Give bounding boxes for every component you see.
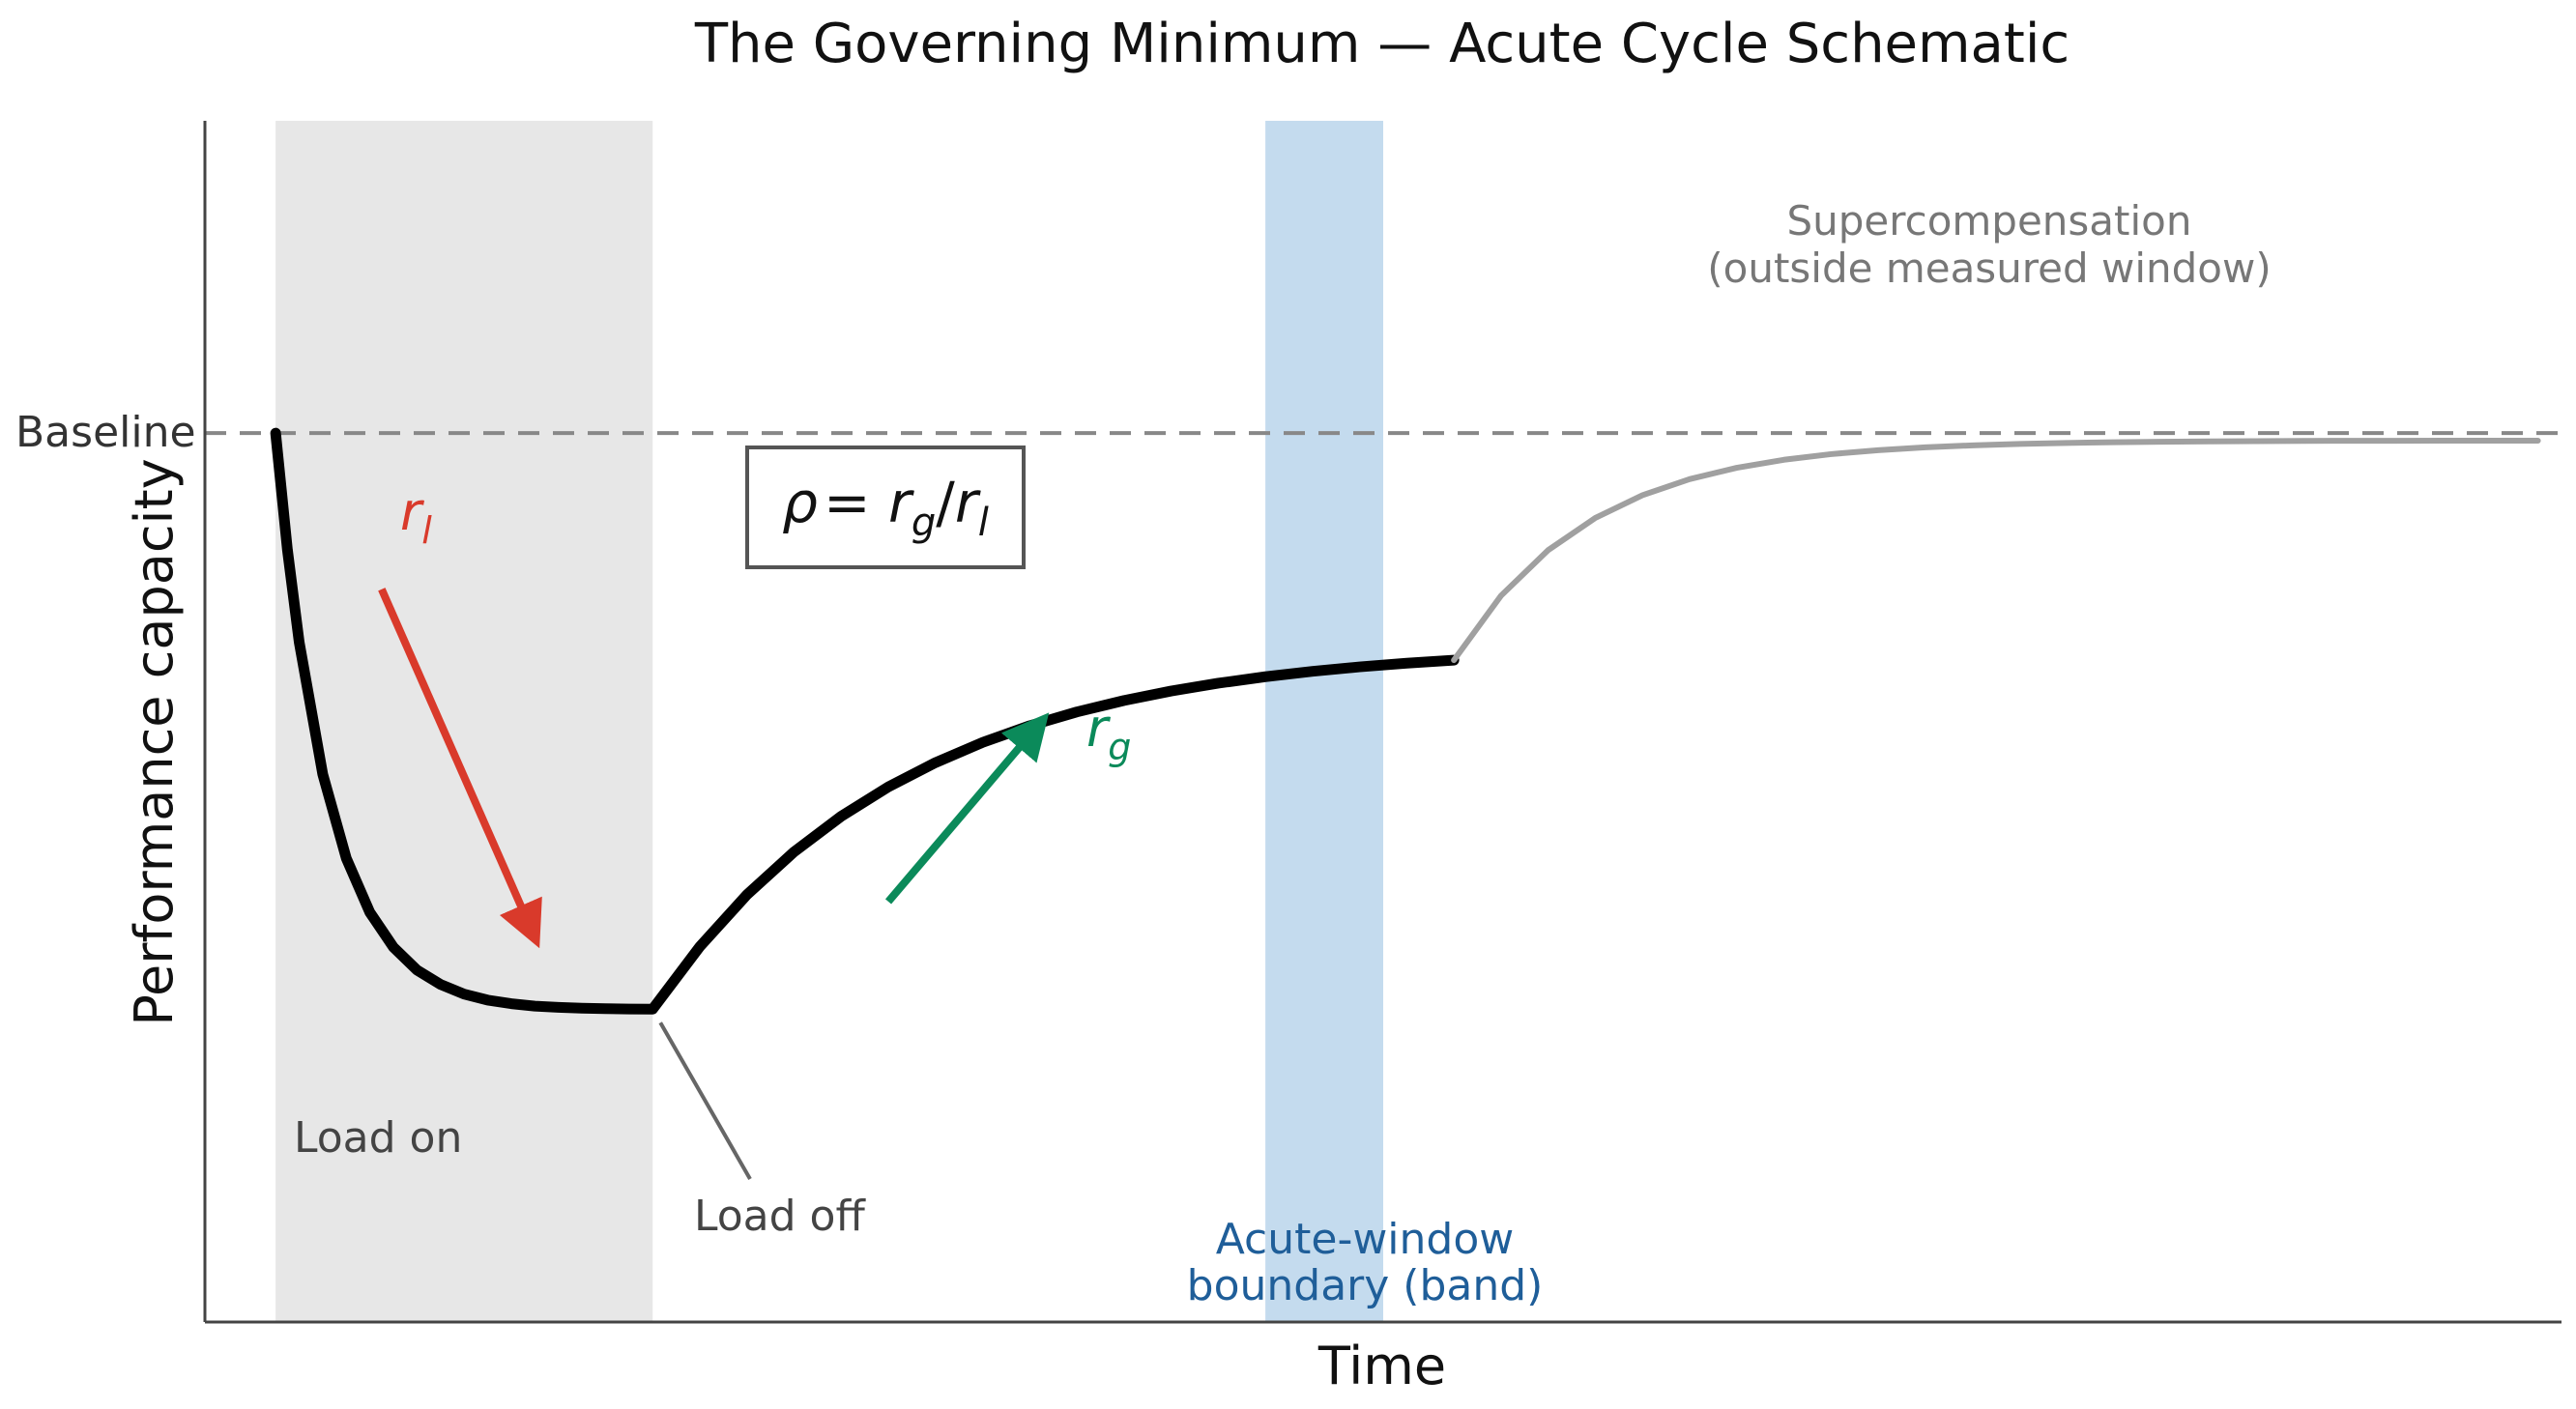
series-group: [270, 427, 2541, 1015]
load-off-pointer: [658, 1021, 752, 1180]
baseline-label: Baseline: [15, 408, 196, 457]
formula-r-numerator: r: [888, 470, 914, 535]
supercompensation-label-line1: Supercompensation: [1786, 197, 2191, 244]
region-acute-window: [1265, 121, 1383, 1322]
x-axis-label: Time: [1317, 1336, 1446, 1396]
supercompensation-label-line2: (outside measured window): [1707, 244, 2272, 292]
formula-sub-g: g: [912, 501, 936, 545]
acute-window-label-line2: boundary (band): [1187, 1261, 1544, 1310]
region-load-on: [275, 121, 653, 1322]
gain-rate-label: rg: [1086, 698, 1131, 768]
formula-equals: =: [824, 470, 888, 535]
series-supercompensation: [1451, 438, 2541, 664]
series-measured: [270, 427, 1460, 1015]
loss-rate-label: rl: [400, 481, 432, 552]
load-on-label: Load on: [294, 1113, 462, 1163]
formula-sub-l: l: [978, 501, 989, 545]
formula-slash: /: [936, 470, 955, 535]
loss-rate-arrow: [378, 588, 542, 949]
formula-text: ρ = rg/rl: [782, 470, 989, 545]
acute-window-label-line1: Acute-window: [1216, 1215, 1515, 1264]
load-off-label: Load off: [694, 1192, 866, 1241]
formula-r-denominator: r: [955, 470, 981, 535]
chart-title: The Governing Minimum — Acute Cycle Sche…: [694, 13, 2069, 75]
formula-rho: ρ: [782, 470, 818, 535]
y-axis-label: Performance capacity: [124, 458, 185, 1025]
shaded-regions: [275, 121, 1383, 1322]
formula-box: [745, 446, 1026, 569]
gain-rate-arrow: [884, 712, 1050, 905]
